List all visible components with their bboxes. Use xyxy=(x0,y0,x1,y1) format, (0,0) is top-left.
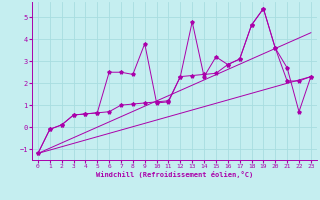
X-axis label: Windchill (Refroidissement éolien,°C): Windchill (Refroidissement éolien,°C) xyxy=(96,171,253,178)
